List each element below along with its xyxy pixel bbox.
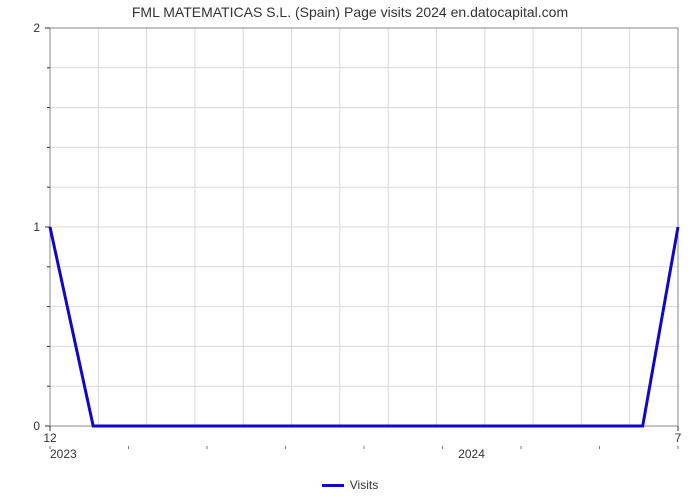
- legend-label: Visits: [350, 478, 378, 492]
- series-line: [50, 227, 678, 426]
- y-tick-label: 0: [33, 419, 40, 433]
- x-year-label: 2023: [50, 447, 77, 461]
- x-tick-label: 12: [43, 431, 57, 445]
- y-tick-label: 2: [33, 21, 40, 35]
- legend-swatch: [322, 484, 344, 487]
- legend: Visits: [0, 478, 700, 492]
- chart-svg: 01212720232024: [0, 0, 700, 500]
- x-tick-label: 7: [675, 431, 682, 445]
- x-year-label: 2024: [458, 447, 485, 461]
- y-tick-label: 1: [33, 220, 40, 234]
